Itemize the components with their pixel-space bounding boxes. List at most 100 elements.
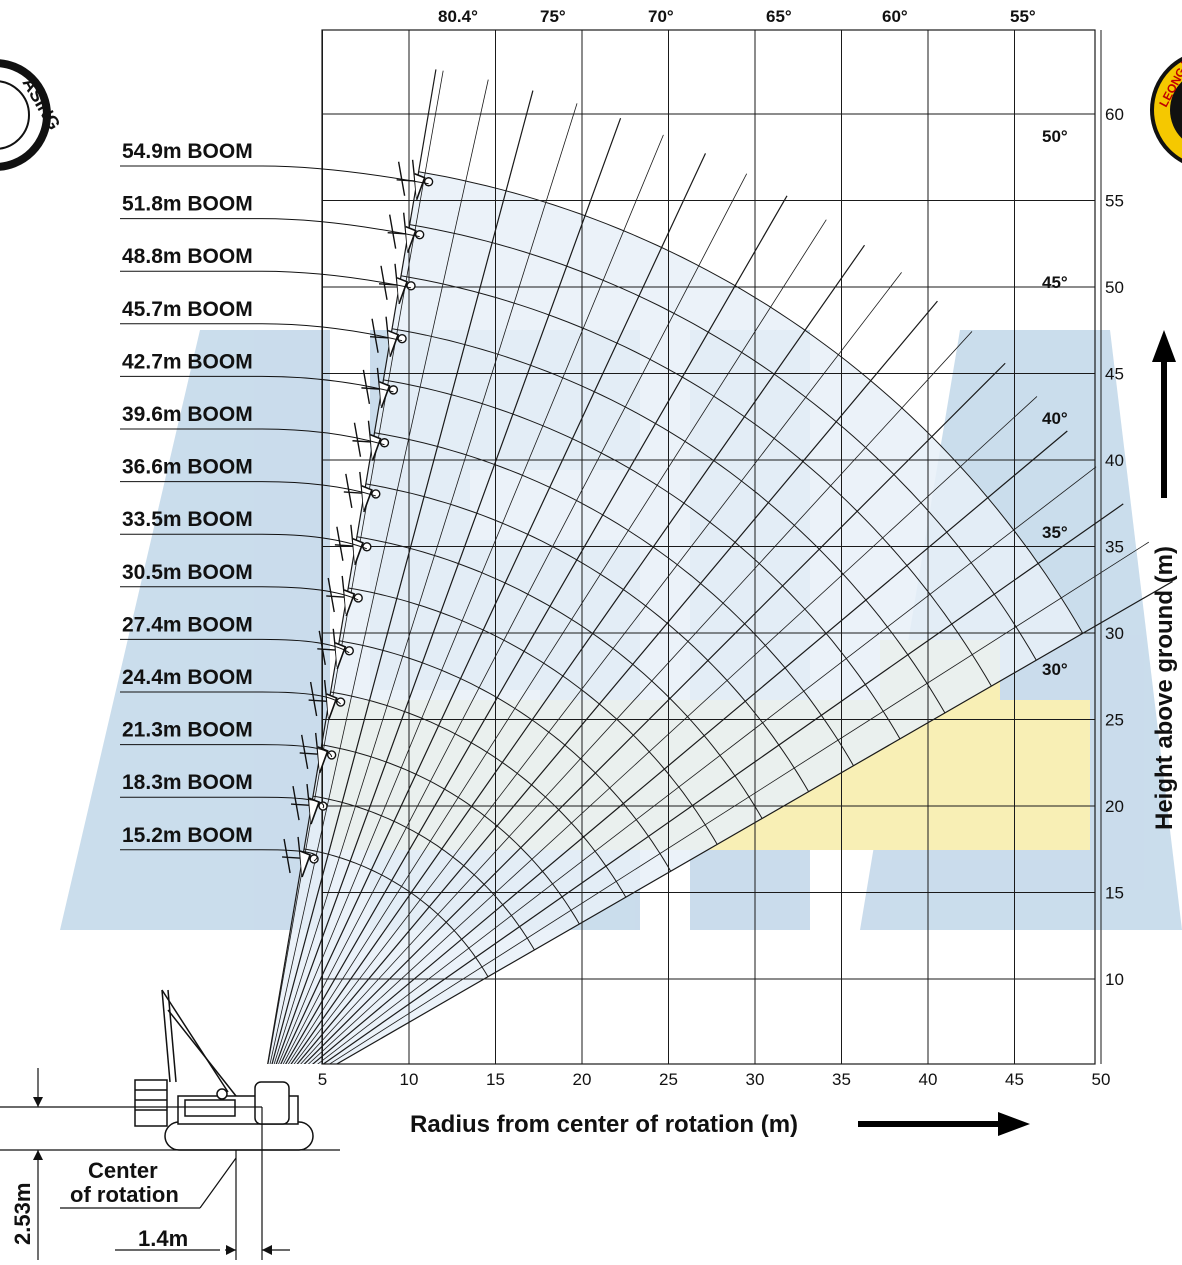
crane-cab [254, 1081, 290, 1125]
boom-angle-ray [285, 195, 788, 1064]
x-tick-label: 45 [1005, 1070, 1024, 1089]
boom-label-leader [120, 586, 359, 601]
boom-length-label: 21.3m BOOM [122, 719, 253, 742]
boom-angle-ray [300, 331, 973, 1064]
x-tick-label: 50 [1092, 1070, 1111, 1089]
x-tick-label: 25 [659, 1070, 678, 1089]
boom-angle-ray [278, 134, 664, 1064]
boom-label-leader [120, 218, 420, 238]
angle-label: 50° [1042, 127, 1068, 146]
boom-angle-ray [273, 103, 578, 1064]
boom-angle-ray [280, 153, 707, 1064]
boom-angle-ray [290, 244, 866, 1064]
center-of-rotation-line: of rotation [70, 1182, 179, 1207]
boom-label-leader [120, 375, 394, 393]
boom-length-label: 39.6m BOOM [122, 403, 253, 426]
boom-angle-ray [271, 90, 534, 1064]
boom-length-label: 42.7m BOOM [122, 350, 253, 373]
dim-offset-label: 1.4m [138, 1226, 188, 1251]
boom-tip [370, 316, 407, 357]
boom-length-arc [304, 848, 489, 978]
boom-length-label: 45.7m BOOM [122, 298, 253, 321]
angle-label: 35° [1042, 523, 1068, 542]
boom-label-leader [120, 323, 403, 342]
watermark-letter-a [60, 330, 330, 930]
angle-label: 55° [1010, 7, 1036, 26]
y-tick-label: 35 [1105, 538, 1124, 557]
boom-angle-ray [267, 70, 444, 1064]
boom-length-label: 27.4m BOOM [122, 613, 253, 636]
y-tick-label: 40 [1105, 451, 1124, 470]
boom-angle-ray [282, 173, 748, 1064]
angle-label: 80.4° [438, 7, 478, 26]
boom-length-arc [418, 171, 1084, 634]
boom-label-leader [120, 638, 350, 654]
boom-angle-ray [322, 503, 1124, 1064]
boom-angle-ray [287, 219, 827, 1064]
x-tick-label: 5 [318, 1070, 327, 1089]
boom-label-leader [120, 849, 318, 862]
y-tick-label: 10 [1105, 970, 1124, 989]
boom-length-label: 18.3m BOOM [122, 771, 253, 794]
boom-angle-ray [275, 117, 622, 1064]
y-tick-label: 15 [1105, 884, 1124, 903]
boom-label-leader [120, 691, 341, 705]
boom-length-label: 15.2m BOOM [122, 824, 253, 847]
crawler-track [164, 1121, 314, 1151]
boom-angle-ray [317, 466, 1097, 1064]
boom-tip [308, 679, 346, 721]
y-axis-label: Height above ground (m) [1151, 546, 1178, 830]
angle-label: 65° [766, 7, 792, 26]
boom-length-label: 24.4m BOOM [122, 666, 253, 689]
boom-length-label: 33.5m BOOM [122, 508, 253, 531]
boom-tip [299, 732, 337, 774]
x-axis-arrow [858, 1112, 1030, 1136]
y-tick-label: 60 [1105, 105, 1124, 124]
boom-length-arc [409, 224, 1037, 661]
boom-length-label: 30.5m BOOM [122, 561, 253, 584]
x-tick-label: 20 [573, 1070, 592, 1089]
y-tick-label: 55 [1105, 192, 1124, 211]
y-axis-arrow [1152, 330, 1176, 498]
crawler-crane-base [134, 989, 314, 1151]
boom-tip [343, 471, 381, 513]
boom-angle-ray [335, 580, 1173, 1064]
angle-label: 40° [1042, 409, 1068, 428]
x-tick-label: 10 [400, 1070, 419, 1089]
x-axis-label: Radius from center of rotation (m) [410, 1111, 798, 1138]
boom-length-arc [365, 483, 810, 792]
boom-length-arc [330, 691, 627, 898]
boom-length-arc [383, 379, 901, 740]
boom-length-arc [374, 432, 854, 766]
x-tick-label: 35 [832, 1070, 851, 1089]
logo-right: LEONG KIANG [1150, 28, 1182, 164]
boom-label-leader [120, 481, 376, 497]
boom-length-arc [392, 328, 946, 714]
y-tick-label: 20 [1105, 797, 1124, 816]
center-of-rotation-line: Center [88, 1158, 158, 1183]
angle-label: 75° [540, 7, 566, 26]
angle-label: 60° [882, 7, 908, 26]
dimension-lines [0, 1068, 340, 1260]
gantry-mast [161, 989, 171, 1083]
boom-length-label: 54.9m BOOM [122, 140, 253, 163]
boom-length-arc [339, 640, 672, 872]
boom-angle-ray [328, 541, 1150, 1064]
dim-height-label: 2.53m [10, 1183, 35, 1245]
boom-angle-ray [307, 396, 1038, 1064]
counterweight [134, 1079, 168, 1127]
boom-length-arc [356, 536, 763, 819]
y-tick-label: 25 [1105, 711, 1124, 730]
boom-label-leader [120, 270, 412, 289]
boom-length-arc [321, 744, 580, 925]
x-tick-label: 15 [486, 1070, 505, 1089]
working-envelope [267, 171, 1083, 1064]
boom-length-arc [348, 587, 718, 845]
boom-label-leader [120, 744, 333, 758]
x-tick-label: 40 [919, 1070, 938, 1089]
y-tick-label: 45 [1105, 365, 1124, 384]
boom-angle-ray [293, 272, 902, 1064]
boom-label-leader [120, 533, 368, 550]
